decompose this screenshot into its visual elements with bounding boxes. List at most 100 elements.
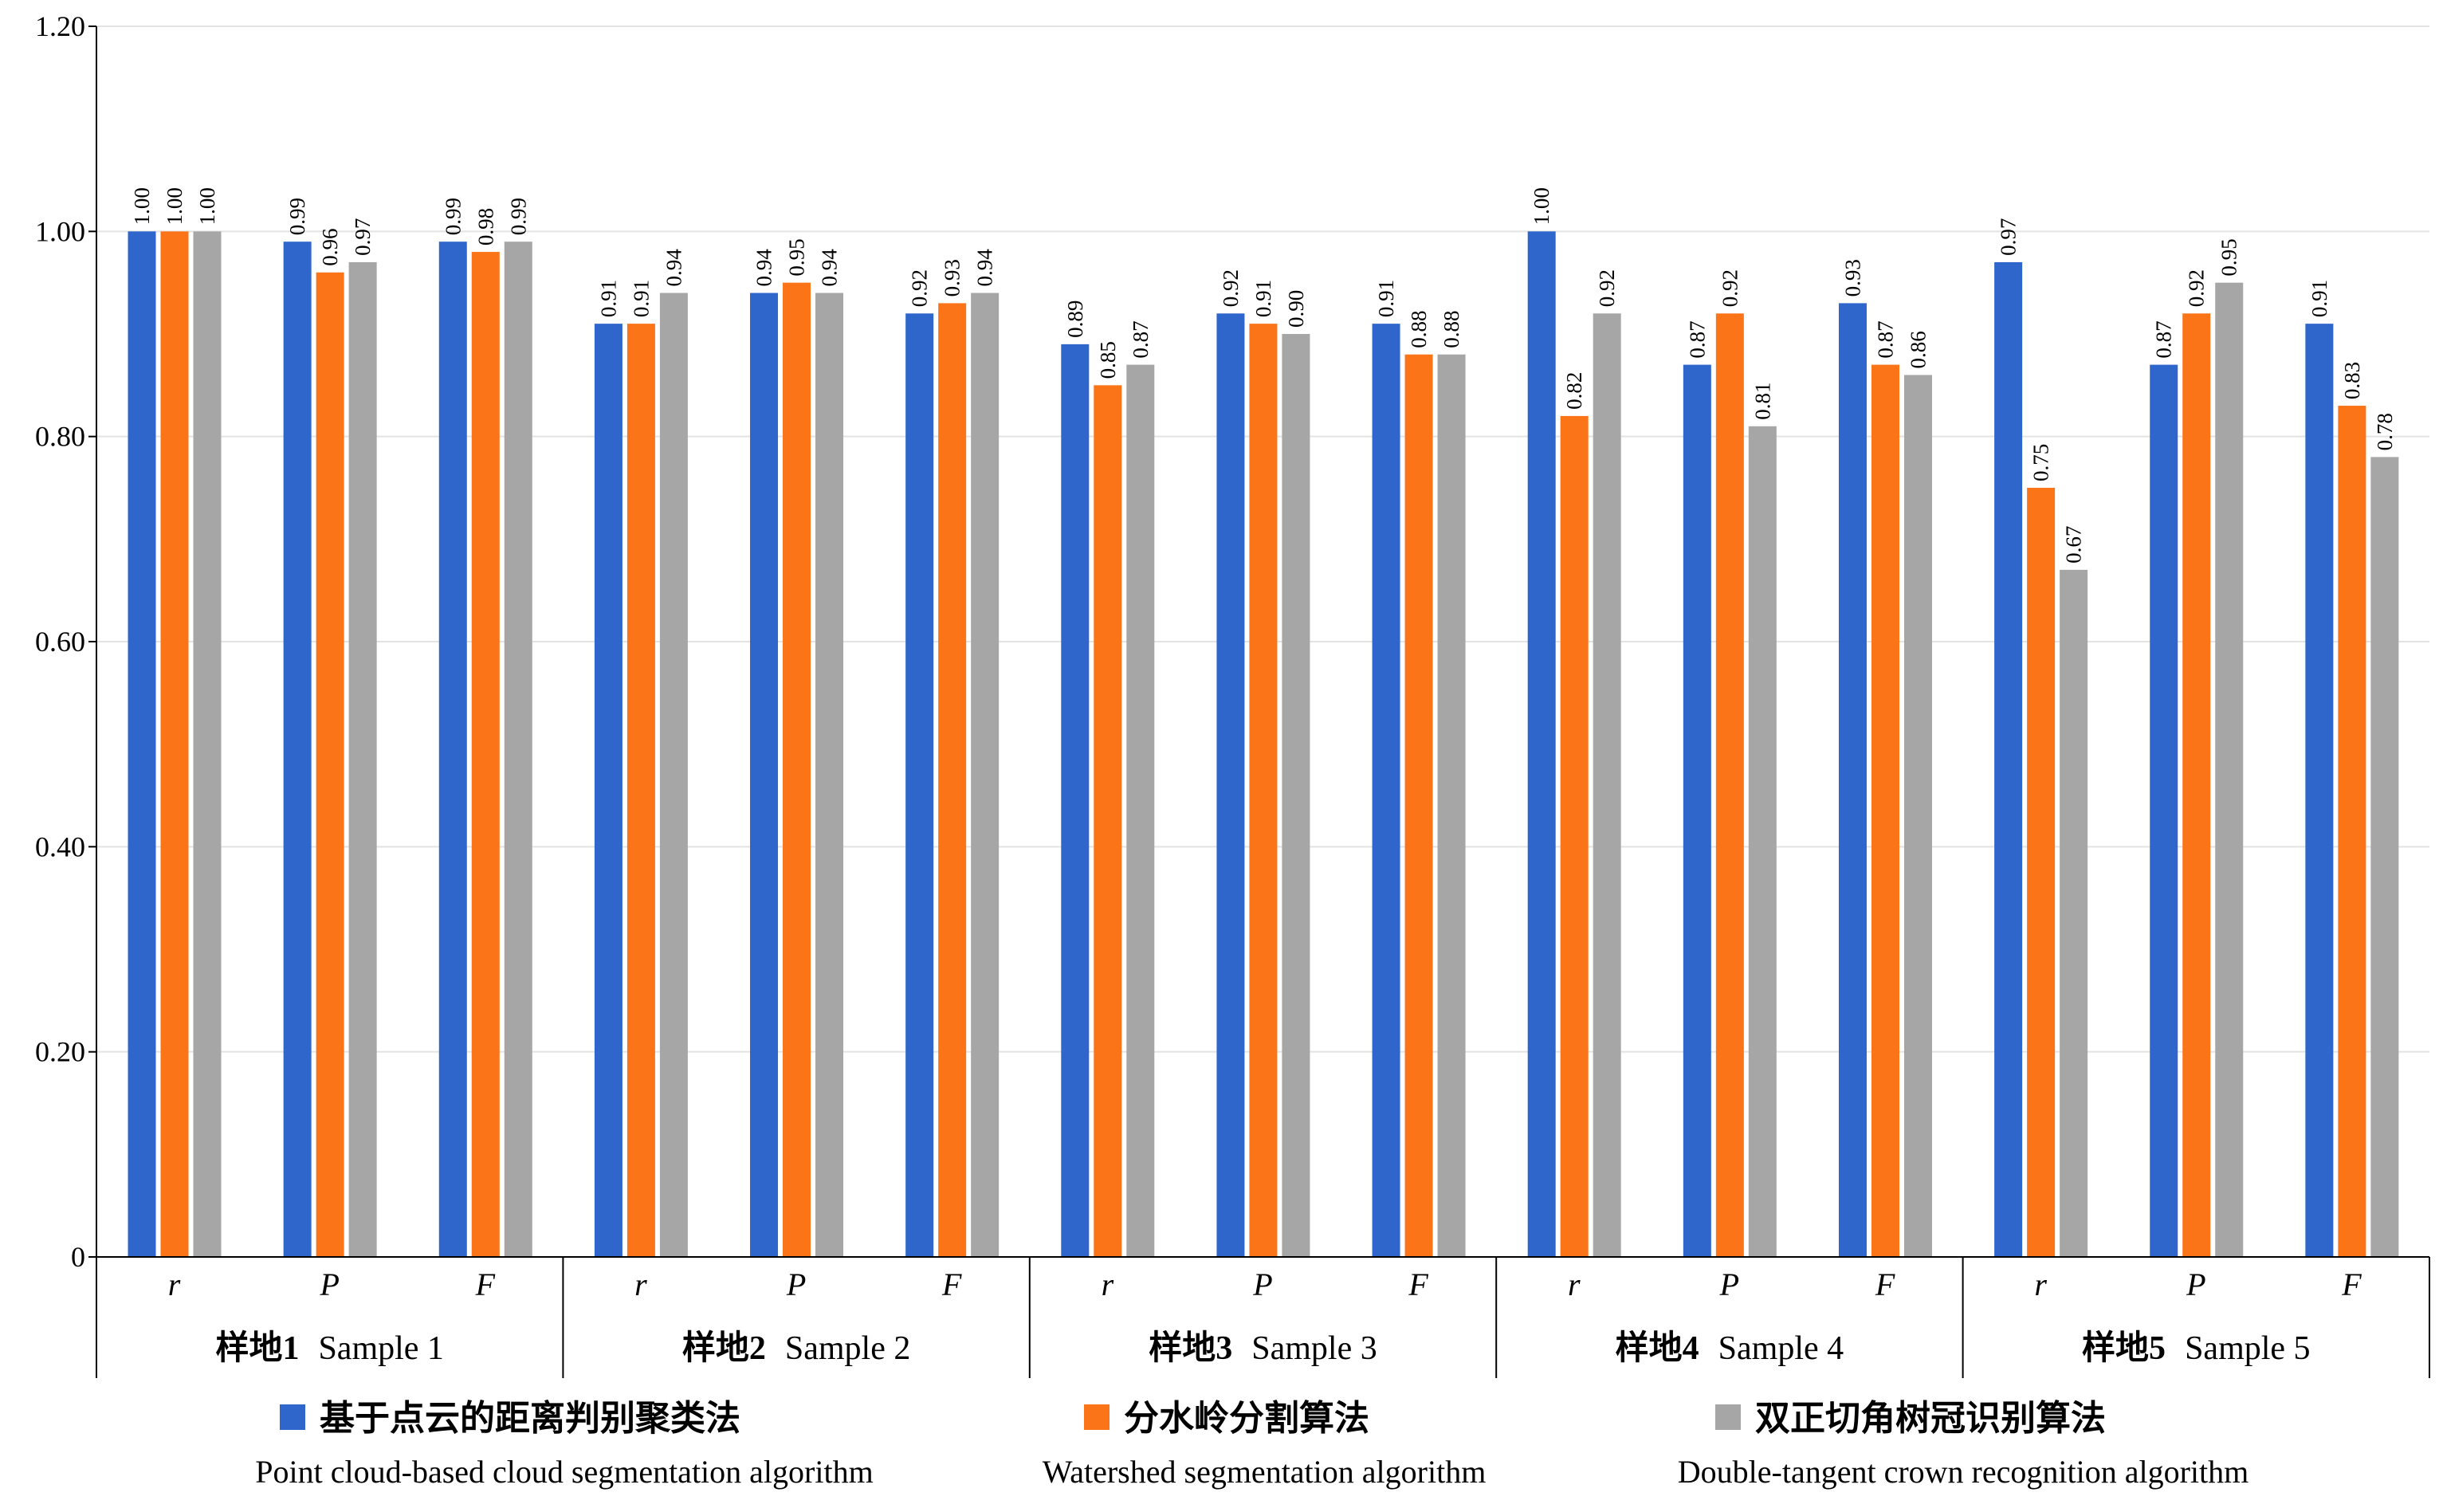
y-tick-label: 1.20 xyxy=(35,10,85,42)
bar-value-label: 0.87 xyxy=(1873,320,1897,358)
bar xyxy=(193,231,222,1257)
bar xyxy=(1527,231,1556,1257)
legend-swatch xyxy=(280,1404,305,1430)
bar-value-label: 0.82 xyxy=(1562,372,1586,410)
bar-value-label: 0.91 xyxy=(1374,280,1398,317)
legend-swatch xyxy=(1715,1404,1741,1430)
group-label: 样地4 Sample 4 xyxy=(1616,1329,1844,1367)
bar xyxy=(1748,426,1777,1257)
bar-value-label: 0.81 xyxy=(1750,383,1774,420)
bar xyxy=(1871,364,1899,1258)
bar-value-label: 0.87 xyxy=(1685,320,1709,358)
bar-value-label: 0.98 xyxy=(473,208,497,245)
bar xyxy=(815,293,844,1257)
legend-label-en: Watershed segmentation algorithm xyxy=(1043,1454,1487,1490)
bar xyxy=(1437,354,1466,1257)
bar-value-label: 0.95 xyxy=(785,238,809,276)
bar-value-label: 0.92 xyxy=(1219,269,1243,307)
metric-label: F xyxy=(1875,1267,1895,1302)
bar-value-label: 0.93 xyxy=(941,259,964,297)
legend-swatch xyxy=(1084,1404,1110,1430)
bar xyxy=(1683,364,1711,1258)
bar-value-label: 0.89 xyxy=(1063,300,1087,338)
bar xyxy=(1903,375,1932,1257)
bar xyxy=(316,272,344,1257)
bar-value-label: 0.91 xyxy=(1251,280,1275,317)
bar xyxy=(1715,313,1744,1258)
bar-value-label: 0.88 xyxy=(1439,310,1463,348)
y-tick-label: 0.40 xyxy=(35,831,85,862)
metric-label: F xyxy=(2341,1267,2362,1302)
legend-label-en: Point cloud-based cloud segmentation alg… xyxy=(255,1454,873,1490)
group-label-cn: 样地5 xyxy=(2082,1329,2166,1367)
bar-value-label: 0.91 xyxy=(629,280,653,317)
y-tick-label: 1.00 xyxy=(35,215,85,247)
legend-label-cn: 分水岭分割算法 xyxy=(1124,1399,1369,1438)
bar xyxy=(128,231,156,1257)
metric-label: P xyxy=(2186,1267,2205,1302)
bar xyxy=(504,242,532,1258)
bar-value-label: 0.87 xyxy=(1129,320,1153,358)
bar xyxy=(2027,488,2056,1257)
bar-value-label: 0.96 xyxy=(318,229,342,266)
bar-value-label: 0.88 xyxy=(1407,310,1431,348)
bar-value-label: 0.91 xyxy=(2307,280,2331,317)
bar-value-label: 0.99 xyxy=(285,198,309,235)
bar xyxy=(2182,313,2211,1258)
bar xyxy=(471,252,500,1258)
bar xyxy=(2305,324,2334,1258)
bar xyxy=(160,231,189,1257)
bar xyxy=(2338,406,2366,1258)
bar xyxy=(626,324,655,1258)
metric-label: F xyxy=(1408,1267,1428,1302)
group-label: 样地5 Sample 5 xyxy=(2082,1329,2311,1367)
legend-label-cn: 双正切角树冠识别算法 xyxy=(1755,1399,2106,1438)
bar-value-label: 1.00 xyxy=(163,187,187,225)
bar-value-label: 0.99 xyxy=(506,198,530,235)
bar xyxy=(283,242,312,1258)
group-label: 样地2 Sample 2 xyxy=(682,1329,911,1367)
bar xyxy=(594,324,623,1258)
group-label-en: Sample 1 xyxy=(318,1330,443,1367)
bar xyxy=(750,293,779,1257)
group-label-en: Sample 2 xyxy=(785,1330,910,1367)
bar-value-label: 0.78 xyxy=(2373,413,2397,450)
bar-value-label: 0.91 xyxy=(596,280,620,317)
bar xyxy=(971,293,1000,1257)
bar-value-label: 0.92 xyxy=(1595,269,1619,307)
metric-label: r xyxy=(1102,1267,1114,1302)
bar-value-label: 0.97 xyxy=(351,218,375,256)
bar-value-label: 0.95 xyxy=(2217,238,2241,276)
group-label-cn: 样地4 xyxy=(1616,1329,1699,1367)
group-label-en: Sample 5 xyxy=(2185,1330,2310,1367)
bar-value-label: 0.97 xyxy=(1997,218,2021,256)
bars: 1.00 1.00 1.00 0.99 0.96 0.97 0.99 0.98 0.99 0.91… xyxy=(128,187,2399,1258)
bar-value-label: 0.99 xyxy=(441,198,465,235)
group-label: 样地3 Sample 3 xyxy=(1149,1329,1377,1367)
bar-value-label: 1.00 xyxy=(195,187,219,225)
group-label-cn: 样地2 xyxy=(682,1329,766,1367)
group-label-en: Sample 3 xyxy=(1251,1330,1377,1367)
bar xyxy=(1094,385,1122,1257)
bar xyxy=(1838,303,1867,1257)
y-tick-label: 0.80 xyxy=(35,421,85,453)
metric-label: r xyxy=(634,1267,647,1302)
bar-value-label: 0.94 xyxy=(818,249,842,287)
bar xyxy=(1061,344,1090,1257)
group-label-cn: 样地1 xyxy=(215,1329,299,1367)
bar-value-label: 0.83 xyxy=(2340,362,2364,399)
group-label: 样地1 Sample 1 xyxy=(215,1329,444,1367)
metric-label: r xyxy=(168,1267,181,1302)
bar-value-label: 0.94 xyxy=(752,249,776,287)
bar xyxy=(1126,364,1155,1258)
bar-value-label: 0.86 xyxy=(1906,331,1930,368)
bar xyxy=(2370,457,2399,1257)
legend-label-cn: 基于点云的距离判别聚类法 xyxy=(320,1399,740,1438)
bar xyxy=(1994,261,2023,1257)
bar-value-label: 0.94 xyxy=(662,249,685,287)
bar xyxy=(905,313,934,1258)
bar xyxy=(2060,569,2088,1257)
bar xyxy=(938,303,967,1257)
bar-value-label: 0.92 xyxy=(908,269,932,307)
